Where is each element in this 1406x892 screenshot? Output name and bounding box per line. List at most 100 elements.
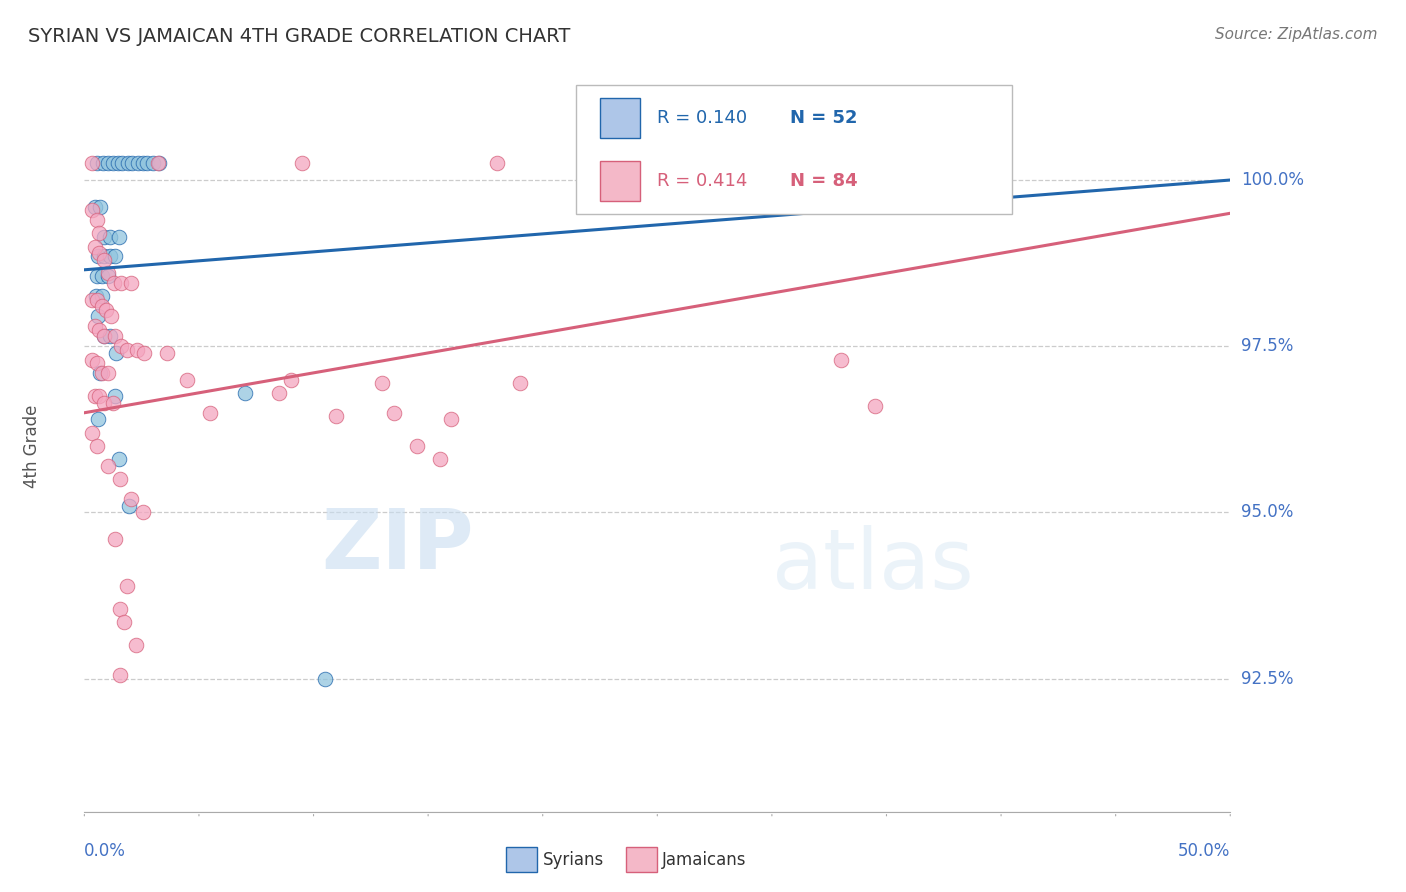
- Point: [100, 310, 122, 324]
- Point: [104, 389, 127, 403]
- Point: [110, 339, 132, 353]
- Point: [233, 385, 256, 400]
- Point: [82, 156, 104, 170]
- Point: [120, 276, 142, 290]
- Point: [82, 352, 104, 367]
- Point: [93, 252, 115, 267]
- Point: [98, 250, 121, 264]
- Text: atlas: atlas: [772, 525, 973, 607]
- Point: [440, 412, 463, 426]
- Point: [127, 156, 149, 170]
- Point: [146, 156, 169, 170]
- Point: [104, 532, 127, 546]
- Point: [176, 372, 198, 386]
- Point: [405, 439, 427, 453]
- Point: [107, 229, 129, 244]
- Point: [89, 246, 111, 260]
- Point: [94, 302, 117, 317]
- Point: [107, 156, 129, 170]
- Text: SYRIAN VS JAMAICAN 4TH GRADE CORRELATION CHART: SYRIAN VS JAMAICAN 4TH GRADE CORRELATION…: [28, 27, 571, 45]
- Point: [89, 200, 111, 214]
- Point: [200, 406, 222, 420]
- Point: [93, 329, 115, 343]
- Point: [97, 156, 120, 170]
- Point: [142, 156, 165, 170]
- Point: [83, 389, 105, 403]
- Point: [91, 156, 114, 170]
- Point: [87, 250, 110, 264]
- Text: N = 52: N = 52: [790, 109, 858, 128]
- Point: [132, 156, 155, 170]
- Point: [132, 506, 155, 520]
- Text: 92.5%: 92.5%: [1241, 670, 1294, 688]
- Point: [108, 602, 131, 616]
- Point: [280, 372, 302, 386]
- Point: [82, 425, 104, 440]
- Point: [156, 346, 179, 360]
- Point: [89, 366, 111, 380]
- Point: [325, 409, 347, 423]
- Point: [125, 343, 148, 357]
- Point: [111, 156, 134, 170]
- Point: [269, 385, 291, 400]
- Text: N = 84: N = 84: [790, 171, 858, 190]
- Point: [98, 329, 121, 343]
- Point: [83, 239, 105, 253]
- Point: [132, 346, 155, 360]
- Point: [117, 156, 139, 170]
- Point: [509, 376, 531, 390]
- Point: [86, 293, 108, 307]
- Point: [103, 276, 125, 290]
- Point: [86, 156, 108, 170]
- Point: [852, 193, 875, 207]
- Point: [115, 343, 138, 357]
- Point: [89, 323, 111, 337]
- Point: [115, 579, 138, 593]
- Point: [97, 366, 120, 380]
- Point: [314, 672, 336, 686]
- Point: [93, 396, 115, 410]
- Point: [120, 492, 142, 507]
- Point: [291, 156, 314, 170]
- Point: [97, 269, 120, 284]
- Point: [121, 156, 143, 170]
- Point: [87, 310, 110, 324]
- Point: [90, 299, 112, 313]
- Text: 97.5%: 97.5%: [1241, 337, 1294, 355]
- Point: [97, 266, 120, 280]
- Point: [107, 452, 129, 467]
- Point: [90, 366, 112, 380]
- Point: [83, 200, 105, 214]
- Point: [90, 289, 112, 303]
- Point: [830, 352, 852, 367]
- Point: [86, 356, 108, 370]
- Point: [114, 615, 136, 630]
- Point: [148, 156, 170, 170]
- Text: Syrians: Syrians: [543, 851, 605, 869]
- Point: [82, 293, 104, 307]
- Point: [104, 329, 127, 343]
- Point: [89, 226, 111, 240]
- Point: [93, 250, 115, 264]
- Point: [485, 156, 508, 170]
- Point: [863, 399, 886, 413]
- Point: [87, 412, 110, 426]
- Point: [89, 389, 111, 403]
- Text: 100.0%: 100.0%: [1241, 171, 1305, 189]
- Point: [371, 376, 394, 390]
- Point: [429, 452, 451, 467]
- Point: [86, 213, 108, 227]
- Text: R = 0.414: R = 0.414: [657, 171, 747, 190]
- Point: [118, 499, 141, 513]
- Text: Jamaicans: Jamaicans: [662, 851, 747, 869]
- Text: 95.0%: 95.0%: [1241, 503, 1294, 522]
- Text: 50.0%: 50.0%: [1178, 842, 1230, 860]
- Text: 0.0%: 0.0%: [84, 842, 127, 860]
- Point: [101, 156, 124, 170]
- Point: [101, 396, 124, 410]
- Point: [382, 406, 405, 420]
- Point: [84, 289, 107, 303]
- Point: [108, 668, 131, 682]
- Point: [86, 439, 108, 453]
- Point: [93, 329, 115, 343]
